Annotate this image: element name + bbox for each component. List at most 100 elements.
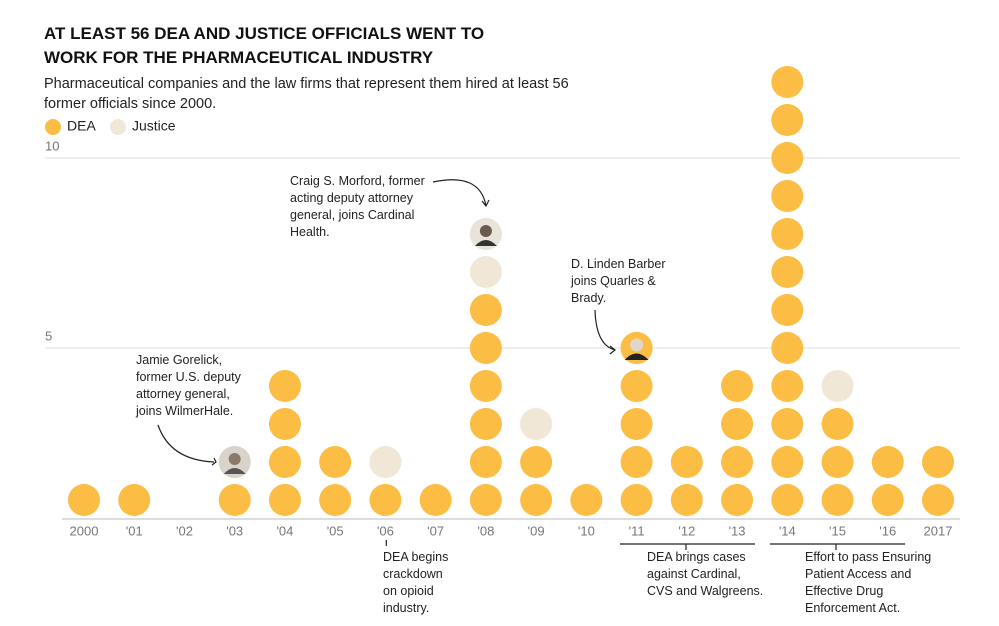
dot <box>369 446 402 478</box>
legend-label: Justice <box>132 118 176 134</box>
dot <box>771 256 804 288</box>
dot <box>469 446 502 478</box>
dot-stack <box>520 446 553 516</box>
x-tick-label: '08 <box>477 523 494 538</box>
dot <box>369 484 402 516</box>
x-tick-label: '03 <box>226 523 243 538</box>
dot <box>620 484 653 516</box>
x-tick-label: '13 <box>729 523 746 538</box>
dot-stack <box>419 484 452 516</box>
dot <box>469 256 502 288</box>
arrows <box>157 179 905 550</box>
dot <box>771 104 804 136</box>
x-tick-label: '06 <box>377 523 394 538</box>
dot <box>670 484 703 516</box>
dot <box>871 446 904 478</box>
dot-stack <box>922 446 954 516</box>
x-tick-label: '12 <box>678 523 695 538</box>
dot <box>922 446 954 478</box>
dot <box>771 142 804 174</box>
dot <box>721 446 754 478</box>
dot <box>319 446 352 478</box>
annotation: DEA begins crackdown on opioid industry. <box>383 550 449 615</box>
x-tick-label: 2000 <box>70 523 99 538</box>
x-tick-label: '09 <box>528 523 545 538</box>
dot <box>469 332 502 364</box>
dot-stack <box>771 66 804 516</box>
dot <box>620 370 653 402</box>
dot <box>268 370 301 402</box>
dot-stack <box>68 484 100 516</box>
x-tick-label: '15 <box>829 523 846 538</box>
x-tick-label: '02 <box>176 523 193 538</box>
dot-stack <box>721 370 754 516</box>
dot <box>218 484 251 516</box>
dot-stack <box>319 446 352 516</box>
dot-stack <box>871 446 904 516</box>
annotation: DEA brings cases against Cardinal, CVS a… <box>647 550 764 598</box>
annotation: D. Linden Barber joins Quarles & Brady. <box>571 257 666 305</box>
annotation: Jamie Gorelick, former U.S. deputy attor… <box>136 353 241 418</box>
dot-stack <box>369 484 402 516</box>
legend-swatch <box>45 119 61 135</box>
dot-stack <box>520 408 553 440</box>
x-tick-label: '05 <box>327 523 344 538</box>
dot <box>771 408 804 440</box>
dot-stack <box>268 370 301 516</box>
dot-stack <box>670 446 703 516</box>
x-tick-label: '11 <box>629 523 645 538</box>
arrow <box>432 179 487 207</box>
chart-subtitle: Pharmaceutical companies and the law fir… <box>44 76 569 112</box>
dot <box>922 484 954 516</box>
dot <box>520 446 553 478</box>
dot <box>771 294 804 326</box>
x-tick-label: '14 <box>779 523 796 538</box>
dot <box>118 484 151 516</box>
dot <box>268 408 301 440</box>
dot <box>570 484 603 516</box>
x-tick-label: '04 <box>276 523 293 538</box>
dot <box>871 484 904 516</box>
dot <box>821 408 854 440</box>
dot <box>268 446 301 478</box>
dot <box>469 370 502 402</box>
dot-stack <box>369 446 402 478</box>
dot <box>520 408 553 440</box>
dot <box>469 484 502 516</box>
dot-stack <box>570 484 603 516</box>
dot-stack <box>469 294 502 516</box>
dot <box>821 446 854 478</box>
dot <box>771 180 804 212</box>
dot <box>771 332 804 364</box>
dot <box>620 408 653 440</box>
dot <box>771 446 804 478</box>
dot <box>620 446 653 478</box>
dot <box>721 370 754 402</box>
legend-label: DEA <box>67 118 96 134</box>
annotation: Effort to pass Ensuring Patient Access a… <box>805 550 932 615</box>
dot <box>771 370 804 402</box>
dot <box>771 66 804 98</box>
chart-title: AT LEAST 56 DEA AND JUSTICE OFFICIALS WE… <box>44 24 485 67</box>
x-tick-label: '10 <box>578 523 595 538</box>
dot-stack <box>118 484 151 516</box>
dot <box>268 484 301 516</box>
dot <box>721 484 754 516</box>
annotation: Craig S. Morford, former acting deputy a… <box>290 174 425 239</box>
x-tick-label: '01 <box>126 523 143 538</box>
arrow <box>594 309 616 351</box>
arrow-head <box>481 199 490 208</box>
dot-stack <box>821 408 854 516</box>
photo <box>620 332 653 364</box>
legend-swatch <box>110 119 126 135</box>
x-tick-label: '07 <box>427 523 444 538</box>
arrow <box>157 424 215 463</box>
y-tick-label: 10 <box>45 138 59 153</box>
dot <box>821 484 854 516</box>
dot <box>469 408 502 440</box>
dot <box>68 484 100 516</box>
dot <box>469 294 502 326</box>
dot-stack <box>218 484 251 516</box>
